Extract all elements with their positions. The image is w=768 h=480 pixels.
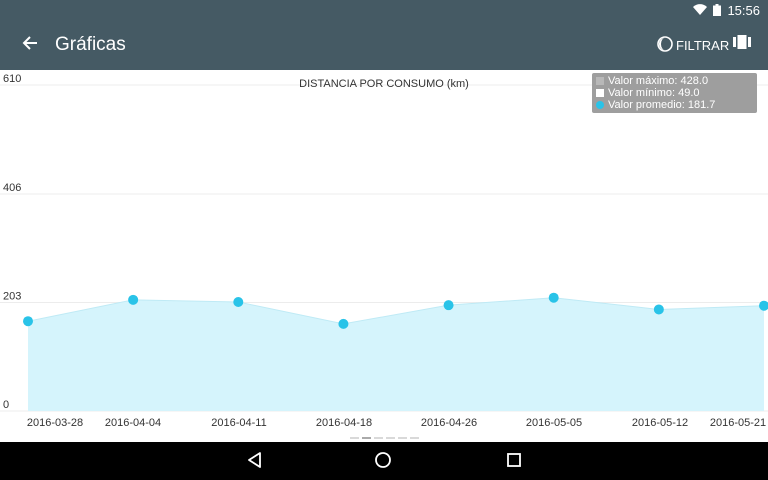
pager-dot: [373, 437, 383, 439]
x-tick-label: 2016-04-18: [316, 417, 372, 429]
nav-recents-button[interactable]: [505, 451, 525, 471]
navigation-bar: [0, 442, 768, 480]
view-button[interactable]: [733, 35, 753, 55]
x-tick-label: 2016-04-11: [211, 417, 266, 429]
legend-min: Valor mínimo: 49.0: [596, 87, 700, 99]
legend-min-label: Valor mínimo: 49.0: [608, 87, 700, 99]
nav-home-button[interactable]: [374, 451, 394, 471]
filter-button[interactable]: FILTRAR: [656, 34, 729, 56]
x-tick-label: 2016-05-21: [710, 417, 766, 429]
x-tick-label: 2016-05-05: [526, 417, 582, 429]
back-triangle-icon: [246, 452, 264, 473]
pager-dot: [349, 437, 359, 439]
x-tick-label: 2016-03-28: [27, 417, 83, 429]
y-tick-label: 0: [3, 399, 9, 411]
pager-dot: [361, 437, 371, 439]
series-line: [27, 297, 765, 325]
y-tick-label: 406: [3, 182, 21, 194]
recents-square-icon: [505, 453, 523, 473]
x-tick-label: 2016-05-12: [632, 417, 688, 429]
legend-max-swatch: [596, 77, 604, 85]
page-indicator: [0, 435, 768, 441]
pager-dot: [397, 437, 407, 439]
app-bar: Gráficas FILTRAR: [0, 20, 768, 70]
legend-max-label: Valor máximo: 428.0: [608, 75, 709, 87]
data-point[interactable]: [443, 300, 454, 311]
legend-max: Valor máximo: 428.0: [596, 75, 708, 87]
y-tick-label: 610: [3, 73, 21, 85]
back-button[interactable]: [18, 33, 42, 57]
legend-avg-swatch: [596, 101, 604, 109]
filter-icon: [656, 35, 674, 56]
data-point[interactable]: [548, 292, 559, 303]
data-point[interactable]: [759, 300, 768, 311]
chart-title: DISTANCIA POR CONSUMO (km): [299, 78, 469, 90]
back-arrow-icon: [22, 35, 38, 56]
data-point[interactable]: [233, 296, 244, 307]
legend-avg: Valor promedio: 181.7: [596, 99, 715, 111]
data-point[interactable]: [338, 318, 349, 329]
legend: Valor máximo: 428.0 Valor mínimo: 49.0 V…: [592, 73, 757, 113]
status-time: 15:56: [727, 2, 760, 18]
data-point[interactable]: [128, 294, 139, 305]
home-circle-icon: [374, 452, 392, 473]
nav-back-button[interactable]: [246, 451, 266, 471]
status-icons: 15:56: [693, 0, 760, 20]
wifi-icon: [693, 4, 708, 16]
y-tick-label: 203: [3, 291, 21, 303]
status-bar: 15:56: [0, 0, 768, 20]
battery-icon: [713, 4, 722, 16]
series-area: [28, 297, 764, 411]
chart-plot[interactable]: 610 406 203 0 2016-03-28 2016-04-04 2016-04-1…: [0, 70, 768, 430]
data-point[interactable]: [23, 316, 33, 327]
pager-dot: [385, 437, 395, 439]
chart-area[interactable]: 610 406 203 0 2016-03-28 2016-04-04 2016-04-1…: [0, 70, 768, 442]
data-point[interactable]: [653, 304, 664, 315]
legend-avg-label: Valor promedio: 181.7: [608, 99, 716, 111]
x-tick-label: 2016-04-26: [421, 417, 477, 429]
page-title: Gráficas: [55, 34, 126, 55]
pager-dot: [409, 437, 419, 439]
filter-label: FILTRAR: [676, 37, 730, 53]
x-tick-label: 2016-04-04: [105, 417, 161, 429]
legend-min-swatch: [596, 89, 604, 97]
view-columns-icon: [733, 35, 751, 53]
